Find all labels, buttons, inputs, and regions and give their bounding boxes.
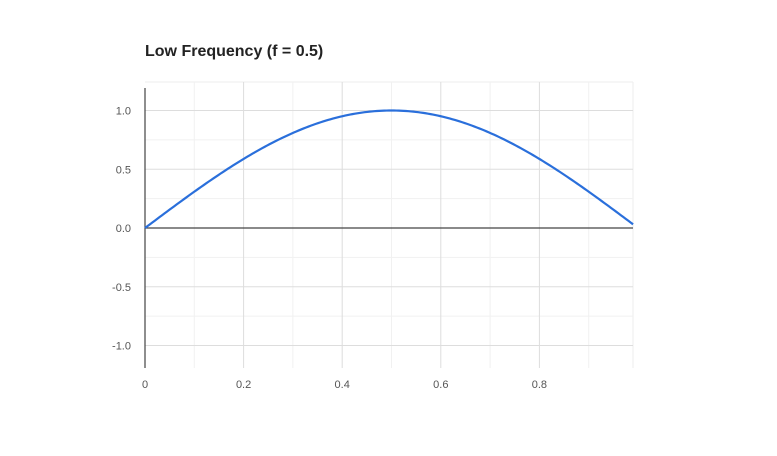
y-tick-label: 1.0	[116, 106, 131, 118]
x-tick-label: 0.4	[335, 379, 350, 391]
y-tick-label: -1.0	[112, 341, 131, 353]
y-tick-label: 0.0	[116, 223, 131, 235]
y-tick-label: 0.5	[116, 164, 131, 176]
series-line	[144, 109, 634, 229]
x-tick-label: 0.6	[433, 379, 448, 391]
axes	[144, 88, 633, 368]
x-tick-label: 0.2	[236, 379, 251, 391]
minor-gridlines	[145, 81, 634, 368]
x-tick-label: 0.8	[532, 379, 547, 391]
chart-title: Low Frequency (f = 0.5)	[145, 43, 324, 60]
x-tick-label: 0	[142, 379, 148, 391]
series-layer	[144, 109, 634, 229]
tick-labels: 1.0 0.5 0.0 -0.5 -1.0 0 0.2 0.4 0.6 0.8	[112, 106, 547, 392]
major-gridlines	[145, 82, 633, 368]
y-tick-label: -0.5	[112, 282, 131, 294]
